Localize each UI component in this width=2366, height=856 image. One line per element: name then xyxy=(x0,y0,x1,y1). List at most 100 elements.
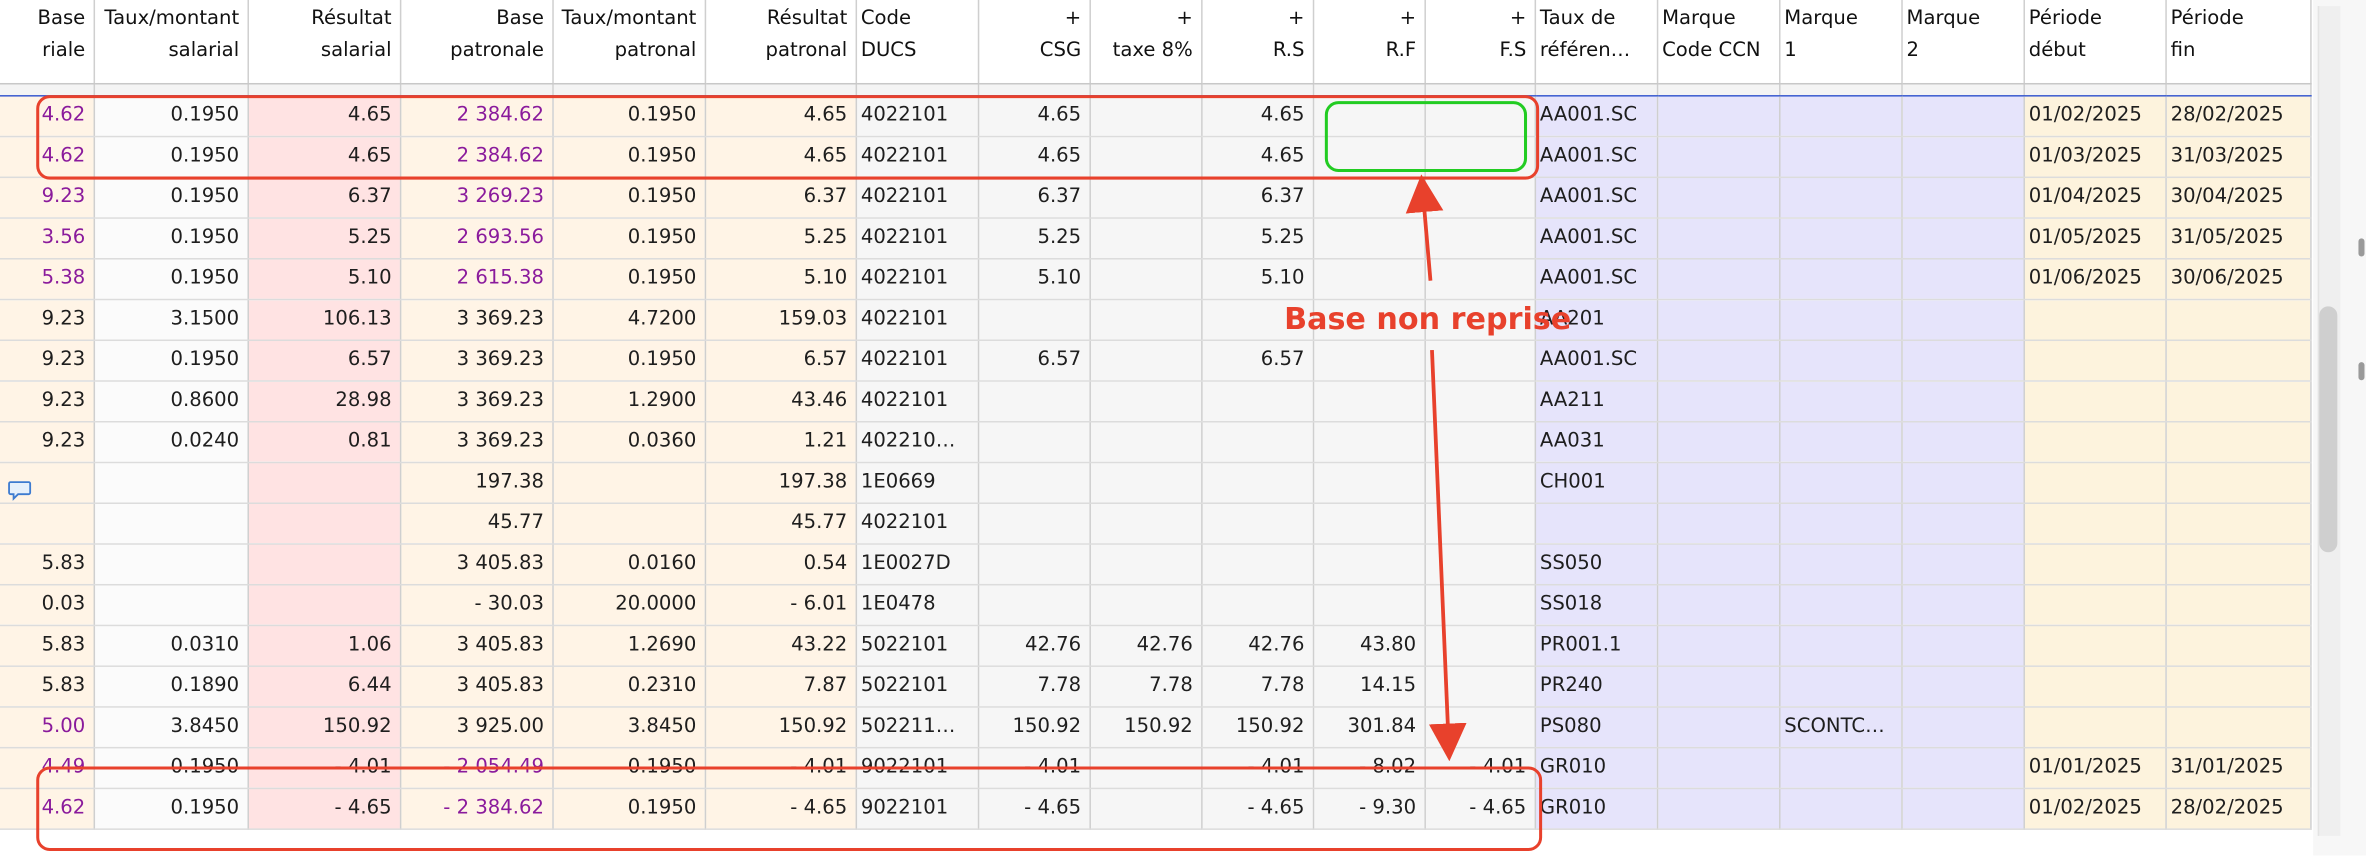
cell-csg[interactable]: 5.10 xyxy=(977,258,1091,300)
cell-fs[interactable] xyxy=(1424,665,1536,707)
column-header-marque1[interactable]: Marque 1 xyxy=(1779,0,1903,84)
cell-marque-ccn[interactable] xyxy=(1656,217,1780,259)
cell-code-ducs[interactable]: 4022101 xyxy=(855,217,979,259)
cell-periode-debut[interactable] xyxy=(2023,380,2167,422)
cell-marque1[interactable] xyxy=(1779,502,1903,544)
cell-rs[interactable]: 6.57 xyxy=(1201,339,1314,382)
cell-rf[interactable]: 14.15 xyxy=(1312,665,1426,707)
cell-code-ducs[interactable]: 5022101 xyxy=(855,624,979,667)
cell-periode-debut[interactable] xyxy=(2023,502,2167,544)
cell-periode-fin[interactable] xyxy=(2165,665,2311,707)
cell-marque2[interactable] xyxy=(1901,135,2025,178)
cell-marque1[interactable] xyxy=(1779,665,1903,707)
cell-res-sal[interactable] xyxy=(247,543,401,585)
cell-res-sal[interactable]: 6.37 xyxy=(247,176,401,219)
cell-rs[interactable] xyxy=(1201,461,1314,504)
cell-taux-sal[interactable] xyxy=(93,461,249,504)
table-row[interactable]: 9.23 3.1500 106.13 3 369.23 4.7200 159.03 4022… xyxy=(0,298,2311,341)
cell-code-ducs[interactable]: 9022101 xyxy=(855,787,979,830)
scrollbar-thumb[interactable] xyxy=(2319,306,2338,553)
cell-marque-ccn[interactable] xyxy=(1656,380,1780,422)
cell-taux-pat[interactable]: 4.7200 xyxy=(552,298,706,341)
cell-periode-debut[interactable]: 01/02/2025 xyxy=(2023,787,2167,830)
cell-taxe8[interactable]: 7.78 xyxy=(1089,665,1202,707)
cell-taux-pat[interactable]: 0.1950 xyxy=(552,135,706,178)
column-header-base-sal[interactable]: Base riale xyxy=(0,0,95,84)
cell-taux-ref[interactable]: GR010 xyxy=(1534,746,1658,789)
cell-marque-ccn[interactable] xyxy=(1656,95,1780,137)
cell-marque1[interactable] xyxy=(1779,543,1903,585)
cell-base-pat[interactable]: 197.38 xyxy=(399,461,554,504)
cell-rs[interactable] xyxy=(1201,543,1314,585)
cell-marque1[interactable] xyxy=(1779,217,1903,259)
cell-marque1[interactable] xyxy=(1779,298,1903,341)
cell-fs[interactable] xyxy=(1424,543,1536,585)
cell-fs[interactable] xyxy=(1424,176,1536,219)
cell-periode-debut[interactable] xyxy=(2023,298,2167,341)
cell-taxe8[interactable]: 42.76 xyxy=(1089,624,1202,667)
cell-marque2[interactable] xyxy=(1901,339,2025,382)
cell-res-pat[interactable]: 43.22 xyxy=(704,624,857,667)
cell-base-sal[interactable]: 9.23 xyxy=(0,339,95,382)
vertical-scrollbar[interactable] xyxy=(2313,0,2366,856)
cell-res-pat[interactable]: - 4.65 xyxy=(704,787,857,830)
cell-taux-ref[interactable]: AA001.SC xyxy=(1534,258,1658,300)
column-header-csg[interactable]: + CSG xyxy=(977,0,1091,84)
cell-taux-pat[interactable]: 0.0160 xyxy=(552,543,706,585)
cell-periode-debut[interactable] xyxy=(2023,706,2167,748)
table-row[interactable]: 9.23 0.8600 28.98 3 369.23 1.2900 43.46 402210… xyxy=(0,380,2311,422)
cell-base-pat[interactable]: 3 405.83 xyxy=(399,624,554,667)
cell-marque1[interactable] xyxy=(1779,461,1903,504)
cell-marque1[interactable] xyxy=(1779,787,1903,830)
cell-taux-ref[interactable]: AA211 xyxy=(1534,380,1658,422)
cell-taux-ref[interactable]: SS018 xyxy=(1534,583,1658,626)
column-header-periode-debut[interactable]: Période début xyxy=(2023,0,2167,84)
cell-taxe8[interactable] xyxy=(1089,176,1202,219)
cell-marque-ccn[interactable] xyxy=(1656,176,1780,219)
cell-taux-ref[interactable]: AA201 xyxy=(1534,298,1658,341)
cell-csg[interactable]: 6.57 xyxy=(977,339,1091,382)
cell-rs[interactable] xyxy=(1201,380,1314,422)
cell-code-ducs[interactable]: 5022101 xyxy=(855,665,979,707)
cell-fs[interactable] xyxy=(1424,583,1536,626)
cell-marque-ccn[interactable] xyxy=(1656,543,1780,585)
cell-res-pat[interactable]: 4.65 xyxy=(704,95,857,137)
cell-rf[interactable] xyxy=(1312,380,1426,422)
cell-taux-pat[interactable]: 0.2310 xyxy=(552,665,706,707)
cell-taux-pat[interactable]: 0.1950 xyxy=(552,787,706,830)
cell-fs[interactable] xyxy=(1424,298,1536,341)
cell-marque2[interactable] xyxy=(1901,706,2025,748)
cell-taux-ref[interactable]: AA001.SC xyxy=(1534,217,1658,259)
cell-res-pat[interactable]: 6.57 xyxy=(704,339,857,382)
cell-base-sal[interactable]: 5.38 xyxy=(0,258,95,300)
cell-rf[interactable]: - 9.30 xyxy=(1312,787,1426,830)
cell-res-pat[interactable]: 6.37 xyxy=(704,176,857,219)
cell-marque-ccn[interactable] xyxy=(1656,665,1780,707)
cell-base-sal[interactable]: 9.23 xyxy=(0,420,95,463)
cell-marque2[interactable] xyxy=(1901,461,2025,504)
cell-res-sal[interactable]: 6.57 xyxy=(247,339,401,382)
cell-fs[interactable] xyxy=(1424,339,1536,382)
cell-csg[interactable]: 42.76 xyxy=(977,624,1091,667)
cell-taux-pat[interactable]: 0.0360 xyxy=(552,420,706,463)
cell-taux-ref[interactable]: AA031 xyxy=(1534,420,1658,463)
cell-taxe8[interactable] xyxy=(1089,461,1202,504)
cell-marque1[interactable] xyxy=(1779,583,1903,626)
cell-fs[interactable] xyxy=(1424,217,1536,259)
cell-taux-sal[interactable]: 0.1950 xyxy=(93,787,249,830)
cell-taxe8[interactable] xyxy=(1089,380,1202,422)
cell-rf[interactable] xyxy=(1312,420,1426,463)
cell-res-sal[interactable]: 5.25 xyxy=(247,217,401,259)
table-row[interactable]: 9.23 0.1950 6.57 3 369.23 0.1950 6.57 4022101 6… xyxy=(0,339,2311,382)
cell-periode-fin[interactable] xyxy=(2165,461,2311,504)
cell-code-ducs[interactable]: 1E0669 xyxy=(855,461,979,504)
cell-base-sal[interactable]: 4.62 xyxy=(0,787,95,830)
cell-rs[interactable]: 4.65 xyxy=(1201,135,1314,178)
cell-base-pat[interactable]: 3 369.23 xyxy=(399,298,554,341)
column-header-rs[interactable]: + R.S xyxy=(1201,0,1314,84)
cell-code-ducs[interactable]: 4022101 xyxy=(855,380,979,422)
cell-csg[interactable] xyxy=(977,420,1091,463)
cell-csg[interactable]: 5.25 xyxy=(977,217,1091,259)
cell-code-ducs[interactable]: 4022101 xyxy=(855,298,979,341)
cell-marque2[interactable] xyxy=(1901,787,2025,830)
